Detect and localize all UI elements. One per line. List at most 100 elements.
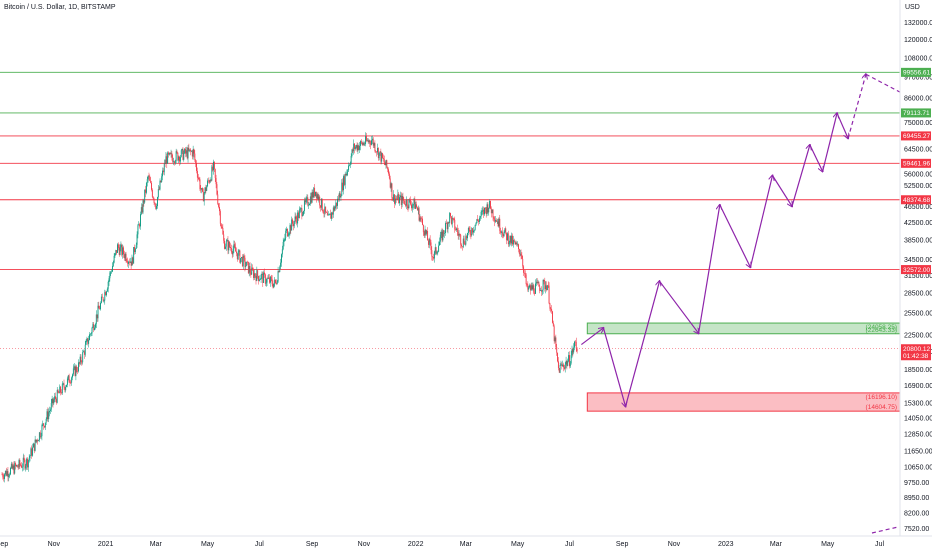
- candle-body: [71, 377, 73, 383]
- projection-arrow[interactable]: [791, 145, 810, 207]
- candle-body: [358, 145, 360, 150]
- y-tick-label: 10650.00: [904, 464, 932, 471]
- zone-box[interactable]: [586, 392, 901, 412]
- candle-body: [61, 383, 63, 394]
- candle-body: [436, 252, 438, 254]
- countdown-text: 01:42:38: [903, 353, 929, 360]
- candle-body: [523, 266, 525, 273]
- candle-body: [116, 250, 118, 253]
- projection-arrow[interactable]: [822, 113, 837, 172]
- candle-body: [33, 443, 35, 451]
- candle-body: [405, 199, 407, 206]
- candle-body: [465, 236, 467, 245]
- candle-body: [28, 457, 30, 460]
- projection-arrow[interactable]: [809, 144, 823, 171]
- time-axis[interactable]: Sep Nov 2021 Mar May Jul Sep Nov 2022 Mar May Jul Se…: [0, 541, 884, 548]
- x-tick-label: 2023: [718, 541, 734, 548]
- projection-arrow[interactable]: [697, 205, 720, 334]
- y-tick-label: 7520.00: [904, 526, 929, 533]
- candle-body: [377, 147, 379, 159]
- projection-arrow[interactable]: [580, 328, 603, 346]
- candle-body: [472, 228, 474, 233]
- candle-body: [202, 191, 204, 202]
- candle-body: [482, 209, 484, 212]
- y-tick-label: 97000.00: [904, 74, 932, 81]
- candle-body: [371, 138, 373, 141]
- candle-body: [110, 272, 112, 273]
- candle-body: [230, 248, 232, 253]
- candle-body: [83, 351, 85, 353]
- candle-body: [27, 459, 29, 468]
- candle-body: [89, 333, 91, 335]
- level-price-text: 59461.96: [903, 161, 930, 168]
- candle-body: [190, 149, 192, 152]
- x-tick-label: Jul: [565, 541, 574, 548]
- price-axis[interactable]: 132000.00 120000.00 108000.00 97000.00 86000…: [904, 20, 932, 533]
- candle-body: [313, 187, 315, 198]
- candle-body: [152, 196, 154, 199]
- candle-body: [292, 223, 294, 227]
- candle-body: [538, 282, 540, 287]
- candle-body: [237, 251, 239, 260]
- candle-body: [428, 239, 430, 245]
- candle-body: [361, 142, 363, 145]
- candle-body: [13, 465, 15, 474]
- level-price-text: 99556.61: [903, 70, 930, 77]
- candle-body: [563, 367, 565, 369]
- projection-arrow[interactable]: [624, 281, 660, 407]
- candle-body: [569, 363, 571, 367]
- candle-body: [309, 203, 310, 206]
- candle-body: [217, 194, 219, 204]
- candle-body: [328, 214, 330, 216]
- candle-body: [44, 422, 46, 428]
- candle-body: [354, 146, 356, 149]
- candle-body: [159, 180, 161, 190]
- level-price-tag: [901, 131, 931, 141]
- projection-arrow[interactable]: [749, 176, 772, 268]
- candle-body: [459, 234, 461, 235]
- candle-body: [27, 458, 28, 468]
- candle-body: [342, 182, 344, 191]
- candle-body: [487, 204, 489, 213]
- y-tick-label: 25500.00: [904, 310, 932, 317]
- candle-body: [258, 275, 259, 281]
- candle-body: [78, 362, 79, 372]
- candle-body: [294, 216, 296, 222]
- projection-arrow[interactable]: [602, 327, 625, 406]
- candle-body: [331, 212, 333, 219]
- zone-box[interactable]: [586, 322, 901, 335]
- projection-arrow[interactable]: [719, 204, 751, 267]
- x-tick-label: 2021: [98, 541, 114, 548]
- candle-body: [490, 201, 491, 209]
- current-price-tag: [901, 344, 931, 361]
- candle-body: [348, 165, 350, 166]
- candle-body: [165, 156, 167, 164]
- candle-body: [87, 338, 89, 344]
- candle-body: [478, 220, 480, 222]
- candle-body: [454, 219, 456, 230]
- candle-body: [299, 208, 301, 211]
- projection-arrow[interactable]: [771, 175, 792, 207]
- candle-body: [249, 266, 251, 273]
- y-tick-label: 8950.00: [904, 495, 929, 502]
- candle-body: [101, 296, 103, 298]
- candle-body: [46, 411, 48, 419]
- candle-body: [166, 156, 168, 164]
- projection-arrow[interactable]: [836, 112, 848, 138]
- level-price-text: 79113.71: [903, 110, 930, 117]
- projection-arrow[interactable]: [659, 280, 699, 333]
- candle-body: [98, 305, 100, 309]
- candle-body: [188, 147, 190, 151]
- candle-body: [306, 197, 308, 199]
- candle-body: [510, 235, 512, 244]
- candle-body: [377, 147, 378, 153]
- candle-body: [228, 241, 230, 251]
- candle-body: [369, 140, 371, 144]
- candle-body: [196, 170, 198, 178]
- candle-body: [524, 273, 526, 275]
- candle-body: [7, 471, 9, 478]
- candle-body: [100, 296, 102, 303]
- candle-body: [241, 257, 243, 259]
- candle-body: [367, 140, 369, 142]
